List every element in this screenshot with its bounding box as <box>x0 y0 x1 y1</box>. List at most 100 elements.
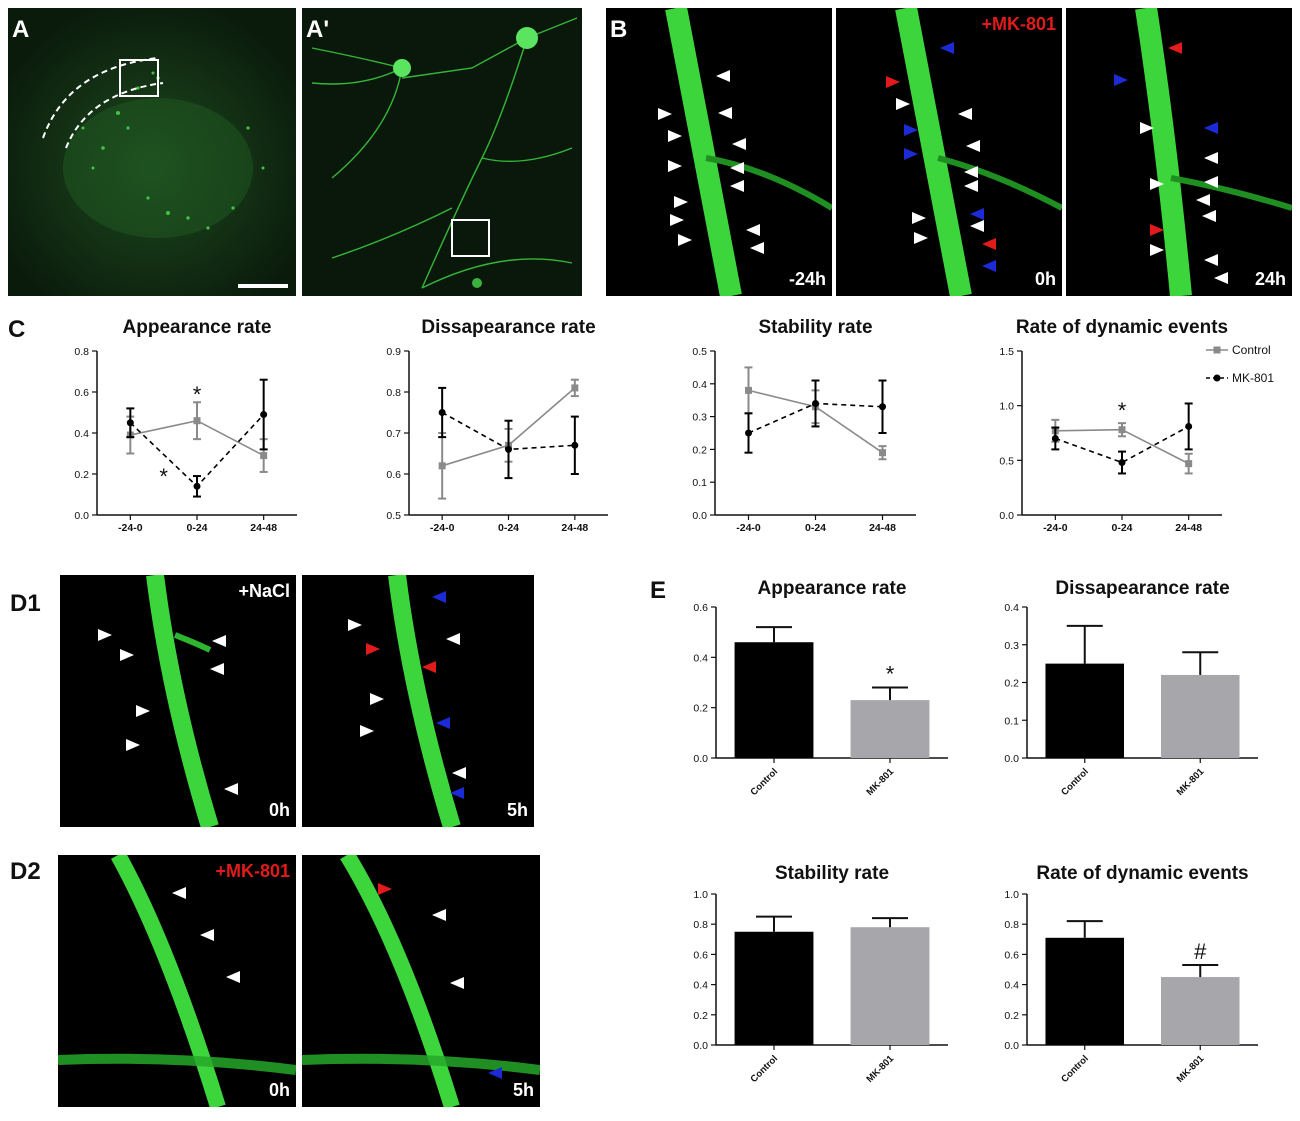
x-tick-label: Control <box>748 766 780 798</box>
legend-marker-control <box>1213 346 1221 354</box>
zoom-box <box>119 59 159 97</box>
data-point <box>260 452 268 460</box>
significance-marker: * <box>193 382 202 407</box>
y-tick-label: 0.2 <box>1004 1010 1019 1022</box>
x-tick-label: 24-48 <box>561 522 588 534</box>
chart-E4: Rate of dynamic events 0.0 0.2 0.4 0.6 0.8 1.0… <box>1004 863 1258 1085</box>
spine-markers <box>658 70 764 254</box>
micrograph-d1-frame-1: +NaCl 0h <box>60 575 296 827</box>
bar-mk801 <box>850 927 930 1045</box>
time-label: 5h <box>512 1080 534 1100</box>
spine-markers <box>172 887 240 983</box>
data-point <box>879 403 886 411</box>
legend-marker-mk801 <box>1213 374 1221 382</box>
chart-title: Appearance rate <box>123 317 272 338</box>
chart-E1: Appearance rate 0.0 0.2 0.4 0.6 Control MK-801… <box>693 578 948 798</box>
neuron-image <box>311 17 578 289</box>
x-tick-label: Control <box>1059 1053 1091 1085</box>
y-tick-label: 0.0 <box>693 1040 708 1052</box>
y-tick-label: 1.0 <box>693 889 708 901</box>
zoom-box <box>451 219 490 257</box>
micrograph-a-image <box>8 8 296 296</box>
y-tick-label: 0.1 <box>1004 715 1019 727</box>
treatment-label: +NaCl <box>238 581 290 601</box>
x-tick-label: -24-0 <box>1043 522 1068 534</box>
micrograph-a: A <box>8 8 296 296</box>
chart-E3: Stability rate 0.0 0.2 0.4 0.6 0.8 1.0 Control M… <box>693 863 948 1085</box>
y-tick-label: 0.1 <box>692 477 707 489</box>
panel-label-a-prime: A' <box>306 16 330 43</box>
bar-control <box>1045 663 1125 758</box>
chart-title: Stability rate <box>775 863 889 884</box>
micrograph-b-frame-2: +MK-801 0h <box>836 8 1062 296</box>
x-tick-label: MK-801 <box>1175 1053 1207 1085</box>
panel-label-c: C <box>8 316 26 343</box>
time-label: 5h <box>506 800 528 820</box>
chart-title: Rate of dynamic events <box>1036 863 1248 884</box>
y-tick-label: 1.0 <box>999 401 1014 413</box>
y-tick-label: 0.8 <box>74 346 89 358</box>
dendrite-image <box>348 575 466 827</box>
micrograph-d2-frame-2: 5h <box>302 855 540 1107</box>
y-tick-label: 0.5 <box>692 346 707 358</box>
chart-title: Dissapearance rate <box>1055 578 1229 599</box>
spine-markers <box>1114 42 1228 284</box>
dendrite-image <box>98 575 238 827</box>
y-tick-label: 0.4 <box>693 980 708 992</box>
data-point <box>745 386 752 394</box>
data-point <box>193 417 201 425</box>
x-tick-label: Control <box>1059 766 1091 798</box>
legend-label: MK-801 <box>1232 371 1274 385</box>
chart-E2: Dissapearance rate 0.0 0.1 0.2 0.3 0.4 Control… <box>1004 578 1258 798</box>
micrograph-a-prime: A' <box>302 8 582 296</box>
spine-markers <box>886 42 996 272</box>
bar-control <box>734 931 814 1045</box>
y-tick-label: 0.0 <box>693 753 708 765</box>
data-point <box>126 419 134 427</box>
chart-title: Rate of dynamic events <box>1016 317 1228 338</box>
y-tick-label: 0.2 <box>693 1010 708 1022</box>
y-tick-label: 0.5 <box>386 510 401 522</box>
y-tick-label: 0.6 <box>1004 949 1019 961</box>
y-tick-label: 0.2 <box>74 469 89 481</box>
y-tick-label: 0.3 <box>1004 640 1019 652</box>
data-point <box>260 411 268 419</box>
micrograph-d1-frame-2: 5h <box>302 575 534 827</box>
significance-marker: * <box>159 464 168 489</box>
x-tick-label: -24-0 <box>118 522 143 534</box>
x-tick-label: 0-24 <box>1111 522 1132 534</box>
y-tick-label: 0.4 <box>693 652 708 664</box>
bar-mk801 <box>850 700 930 758</box>
data-point <box>1051 434 1059 442</box>
time-label: 0h <box>268 1080 290 1100</box>
y-tick-label: 0.8 <box>693 919 708 931</box>
micrograph-b-frame-3: 24h <box>1066 8 1292 296</box>
panel-label-d2: D2 <box>10 858 41 885</box>
y-tick-label: 0.8 <box>1004 919 1019 931</box>
chart-title: Appearance rate <box>758 578 907 599</box>
x-tick-label: 24-48 <box>1175 522 1202 534</box>
y-tick-label: 0.9 <box>386 346 401 358</box>
data-point <box>438 462 446 470</box>
data-point <box>505 445 512 453</box>
y-tick-label: 0.6 <box>74 387 89 399</box>
x-tick-label: -24-0 <box>430 522 455 534</box>
dendrite-image <box>302 855 540 1107</box>
y-tick-label: 0.6 <box>693 602 708 614</box>
y-tick-label: 0.6 <box>386 469 401 481</box>
y-tick-label: 0.4 <box>692 379 707 391</box>
y-tick-label: 0.0 <box>1004 753 1019 765</box>
x-tick-label: Control <box>748 1053 780 1085</box>
y-tick-label: 0.6 <box>693 949 708 961</box>
legend-label: Control <box>1232 343 1271 357</box>
x-tick-label: 24-48 <box>250 522 277 534</box>
y-tick-label: 0.0 <box>1004 1040 1019 1052</box>
y-tick-label: 0.4 <box>74 428 89 440</box>
significance-marker: * <box>886 662 895 687</box>
x-tick-label: 0-24 <box>186 522 207 534</box>
dendrite-image <box>1114 8 1292 296</box>
data-point <box>571 384 579 392</box>
scale-bar <box>238 284 288 288</box>
data-point <box>1118 426 1126 434</box>
